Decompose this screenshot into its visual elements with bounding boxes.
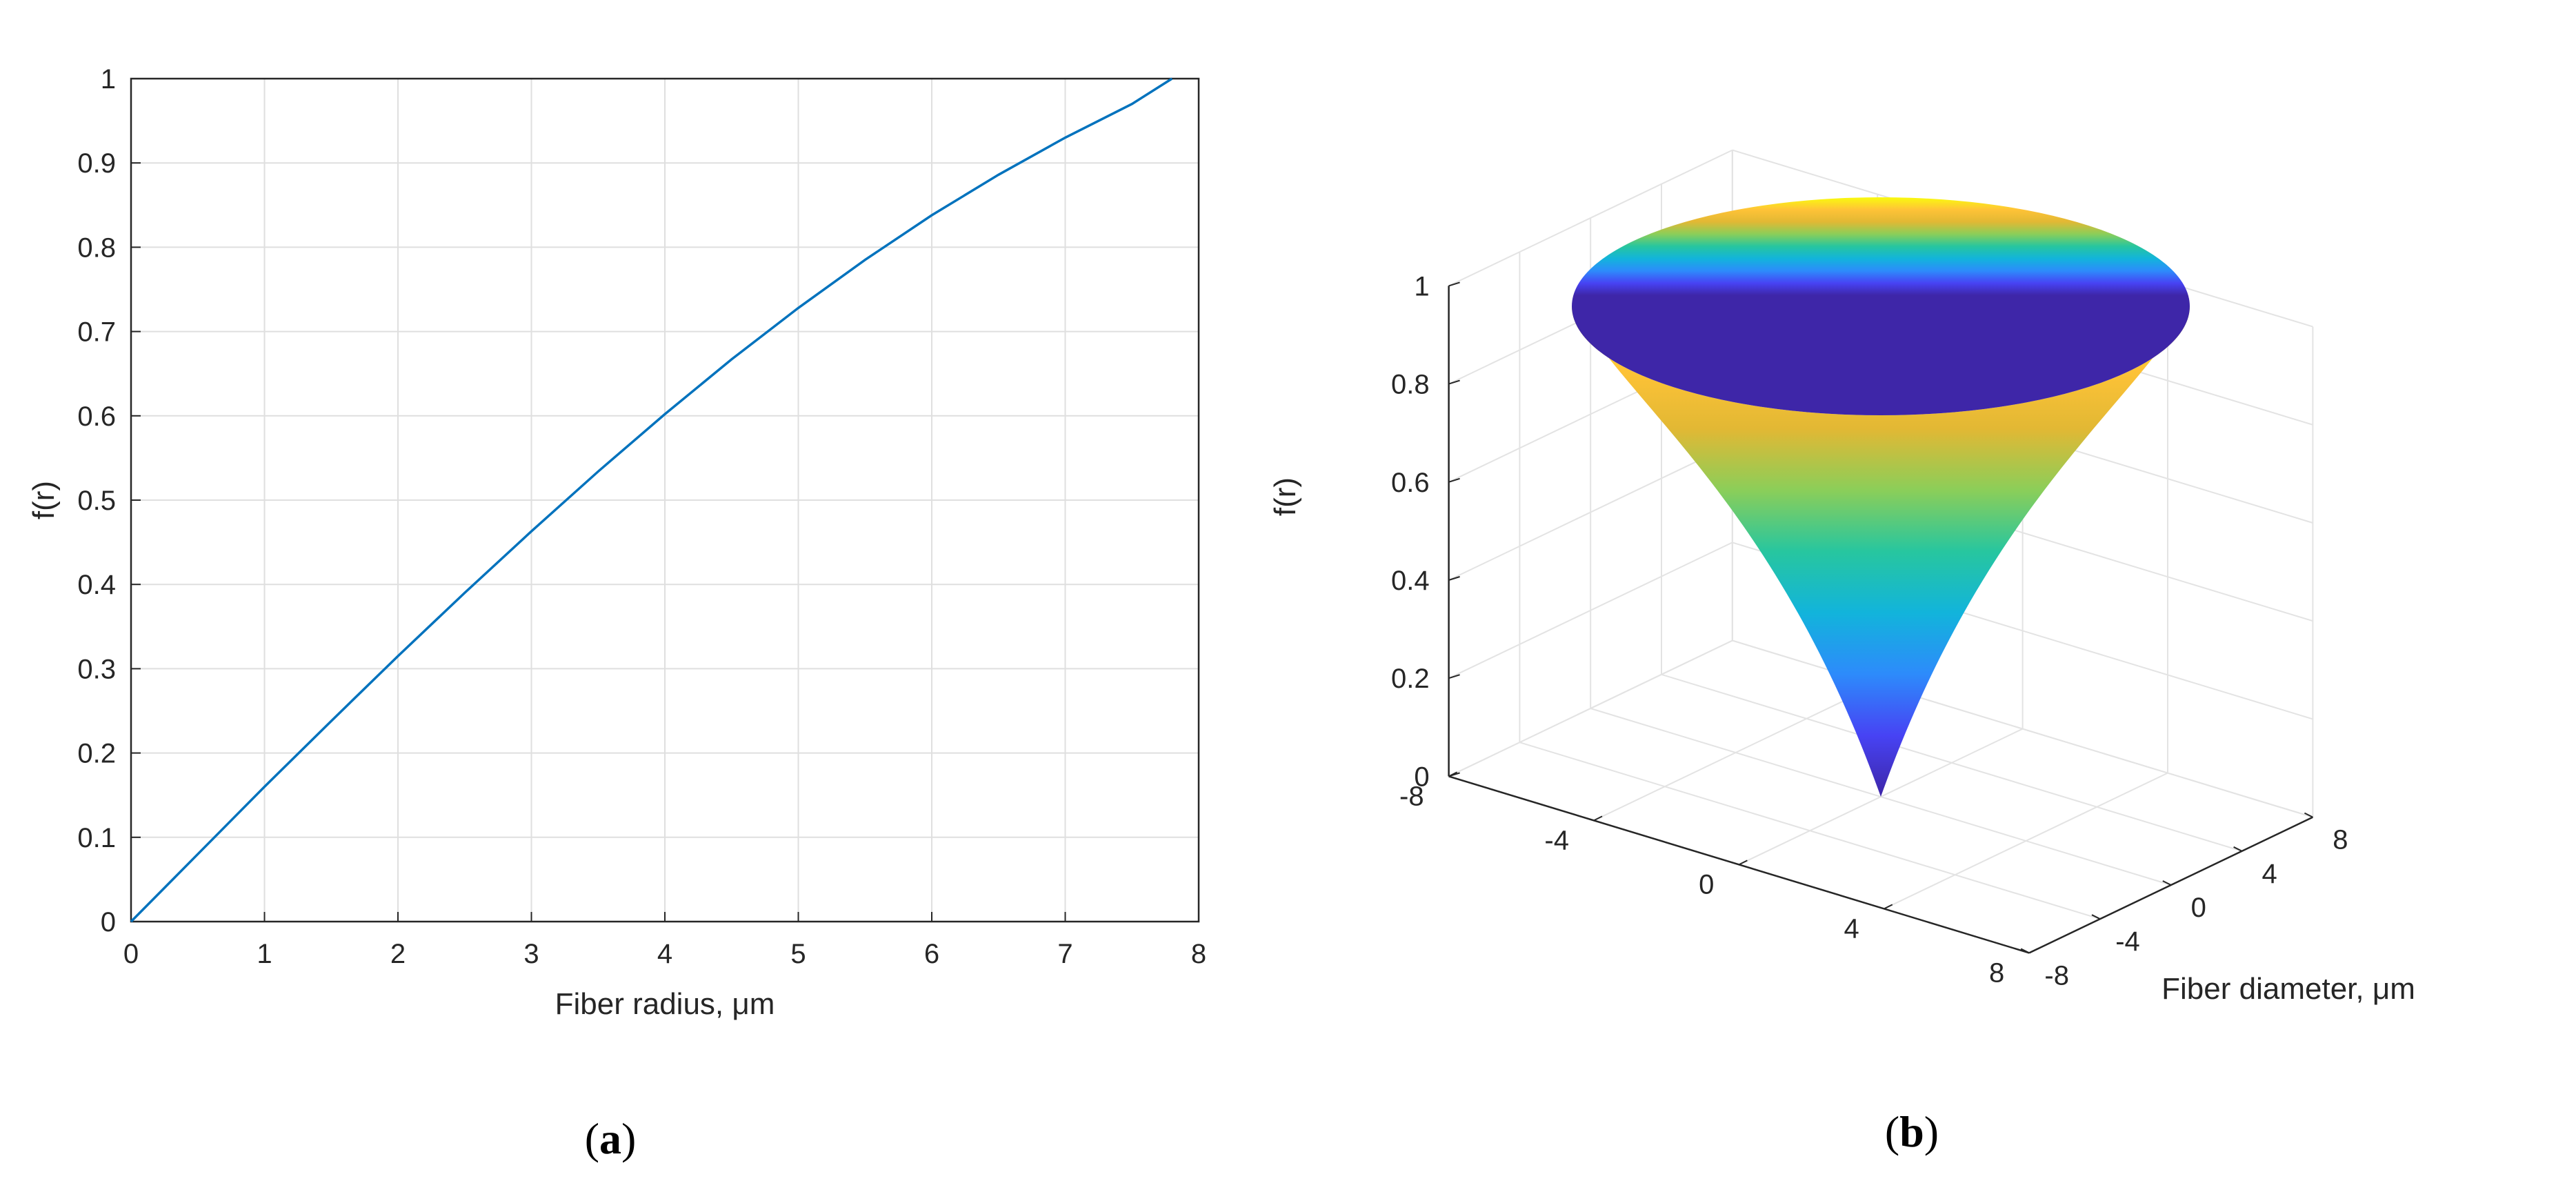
- z-tick-labels: 0 0.2 0.4 0.6 0.8 1: [1391, 271, 1430, 792]
- z-tick-label: 0.6: [1391, 468, 1430, 498]
- axes-box-a: [130, 77, 1200, 923]
- x-tick-label: 7: [1057, 939, 1072, 969]
- x-tick-label: 8: [1191, 939, 1206, 969]
- cone-inner-surface: [1572, 197, 2190, 415]
- y-axis-title-a: f(r): [27, 481, 61, 519]
- z-tick-label: 0.8: [1391, 370, 1430, 400]
- y-tick-label: 0.5: [77, 486, 116, 516]
- x-tick-label: 3: [523, 939, 539, 969]
- x-tick-labels: 0 1 2 3 4 5 6 7 8: [123, 939, 1206, 969]
- y-tick-label: 0: [101, 907, 116, 937]
- series-point: [197, 854, 198, 855]
- x-axis-title-b: Fiber diameter, μm: [2161, 972, 2415, 1006]
- floor-grid-line: [1519, 742, 2101, 920]
- wall-grid-line: [1448, 149, 1733, 287]
- series-point: [264, 786, 265, 787]
- axes-b: [1448, 281, 2313, 954]
- z-tick-mark: [1448, 281, 1460, 287]
- z-tick-label: 0.2: [1391, 664, 1430, 694]
- x-tick-mark-b: [2091, 914, 2101, 920]
- x-tick-label-b: 4: [2262, 859, 2277, 889]
- series-line: [130, 77, 1173, 923]
- z-tick-mark: [1448, 477, 1460, 483]
- x-tick-label: 6: [924, 939, 939, 969]
- x-tick-mark-b: [2162, 880, 2172, 886]
- y-tick-label-b: 8: [1989, 957, 2004, 988]
- x-tick-mark-b: [2233, 846, 2243, 852]
- y-tick-mark-b: [2028, 948, 2038, 954]
- y-tick-mark-b: [1593, 815, 1603, 822]
- x-tick-label: 4: [657, 939, 672, 969]
- floor-grid-line: [1661, 673, 2242, 852]
- panel-label-b-letter: b: [1899, 1107, 1924, 1156]
- series-point: [865, 259, 866, 260]
- series-point: [398, 656, 399, 657]
- x-tick-labels-b: -8 -4 0 4 8: [2044, 825, 2348, 991]
- z-tick-mark: [1448, 674, 1460, 679]
- panel-label-a-open: (: [585, 1114, 599, 1163]
- z-tick-label: 1: [1414, 271, 1429, 301]
- axes-a: [130, 77, 1200, 923]
- y-tick-label: 0.8: [77, 232, 116, 263]
- y-tick-label: 0.4: [77, 570, 116, 600]
- x-tick-label: 2: [390, 939, 406, 969]
- x-tick-label: 1: [257, 939, 272, 969]
- series-point: [598, 471, 599, 472]
- y-tick-label: 0.3: [77, 654, 116, 684]
- series-point: [331, 721, 332, 722]
- y-tick-label: 0.2: [77, 739, 116, 769]
- x-tick-label: 0: [123, 939, 139, 969]
- x-axis-title-a: Fiber radius, μm: [555, 987, 775, 1021]
- y-tick-label: 0.1: [77, 823, 116, 853]
- wall-grid-line: [1448, 542, 1733, 679]
- panel-label-b-open: (: [1885, 1107, 1899, 1156]
- z-axis-title-b: f(r): [1268, 477, 1302, 516]
- cone-outer-surface: [1572, 306, 2190, 797]
- series-point: [531, 531, 532, 532]
- y-tick-label: 1: [101, 64, 116, 95]
- y-tick-mark-b: [1448, 771, 1458, 777]
- x-tick-mark-b: [2020, 948, 2030, 954]
- y-tick-label-b: 4: [1844, 913, 1859, 944]
- y-tick-label: 0.9: [77, 148, 116, 179]
- x-tick-label-b: 0: [2191, 893, 2206, 923]
- z-tick-mark: [1448, 379, 1460, 385]
- series-point: [1065, 137, 1066, 138]
- panel-label-a: (a): [585, 1114, 637, 1163]
- x-tick-label-b: -8: [2044, 960, 2069, 991]
- panel-label-a-close: ): [621, 1114, 636, 1163]
- panel-label-a-letter: a: [599, 1114, 621, 1163]
- y-tick-mark-b: [1884, 904, 1893, 910]
- x-tick-label-b: 8: [2333, 825, 2348, 855]
- panel-b-surface-chart: 0 0.2 0.4 0.6 0.8 1 -8 -4 0 4 8 -8 -4 0 4 8 Fiber dia…: [1268, 149, 2415, 1156]
- series-line-path: [130, 77, 1173, 923]
- cone-surface: [1572, 197, 2190, 797]
- y-tick-label-b: 0: [1699, 869, 1714, 900]
- y-tick-label: 0.6: [77, 401, 116, 432]
- z-tick-label: 0: [1414, 762, 1429, 792]
- y-tick-labels: 0 0.1 0.2 0.3 0.4 0.5 0.6 0.7 0.8 0.9 1: [77, 64, 116, 937]
- y-tick-label-b: -8: [1399, 781, 1424, 811]
- wall-grid-line: [1448, 444, 1733, 581]
- x-tick-mark-b: [2304, 812, 2313, 818]
- wall-grid-line: [1448, 639, 1733, 777]
- x-tick-label: 5: [790, 939, 806, 969]
- panel-label-b: (b): [1885, 1107, 1939, 1156]
- y-tick-label-b: -4: [1544, 825, 1569, 855]
- y-tick-mark-b: [1738, 860, 1748, 866]
- series-point: [665, 414, 666, 415]
- z-tick-label: 0.4: [1391, 566, 1430, 596]
- y-tick-label: 0.7: [77, 317, 116, 348]
- z-tick-mark: [1448, 576, 1460, 581]
- y-tick-labels-b: -8 -4 0 4 8: [1399, 781, 2004, 988]
- panel-label-b-close: ): [1924, 1107, 1939, 1156]
- x-tick-label-b: -4: [2115, 926, 2140, 957]
